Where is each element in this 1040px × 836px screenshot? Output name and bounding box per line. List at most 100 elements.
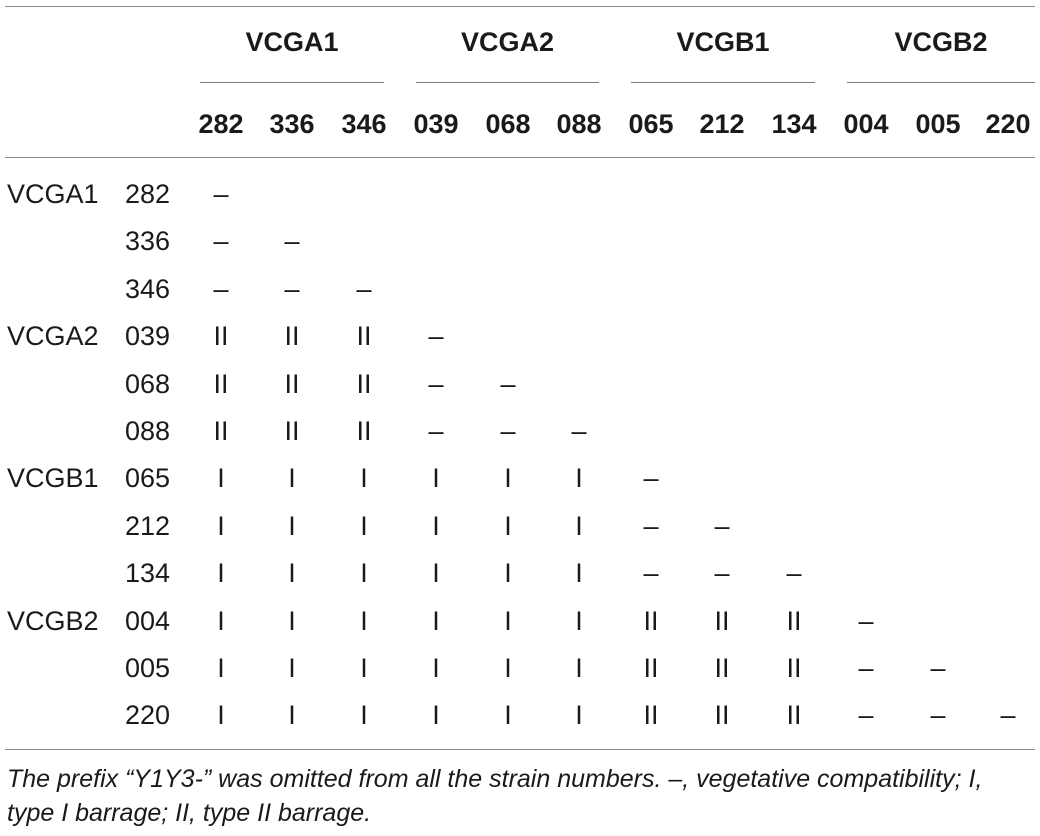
- table-cell: I: [288, 700, 296, 731]
- row-group-label: VCGB1: [7, 463, 99, 494]
- table-cell: I: [288, 510, 296, 541]
- table-cell: I: [575, 463, 583, 494]
- row-strain-label: 005: [125, 653, 171, 683]
- table-cell: I: [288, 558, 296, 589]
- table-cell: I: [575, 558, 583, 589]
- row-strain-label: 068: [125, 368, 171, 399]
- row-strain-label: 346: [125, 273, 171, 304]
- table-cell: I: [432, 605, 440, 636]
- table-cell: –: [284, 226, 300, 257]
- table-cell: I: [360, 510, 368, 541]
- table-cell: I: [360, 700, 368, 731]
- table-cell: I: [504, 510, 512, 541]
- table-cell: II: [786, 700, 802, 731]
- table-cell: –: [1000, 700, 1016, 731]
- table-cell: I: [504, 653, 512, 683]
- table-cell: I: [504, 463, 512, 494]
- table-cell: –: [213, 226, 229, 257]
- row-group-label: VCGB2: [7, 605, 99, 636]
- table-cell: –: [714, 558, 730, 589]
- column-header: 346: [341, 109, 387, 139]
- table-cell: –: [428, 416, 444, 446]
- table-cell: –: [930, 700, 946, 731]
- row-strain-label: 065: [125, 463, 171, 494]
- table-cell: –: [643, 510, 659, 541]
- table-cell: I: [504, 558, 512, 589]
- column-header: 005: [915, 109, 961, 139]
- table-cell: –: [786, 558, 802, 589]
- table-cell: I: [217, 605, 225, 636]
- table-cell: I: [288, 463, 296, 494]
- table-cell: I: [432, 463, 440, 494]
- bottom-rule: [5, 749, 1035, 750]
- table-cell: II: [786, 605, 802, 636]
- header-rule: [5, 157, 1035, 158]
- table-cell: I: [217, 700, 225, 731]
- table-cell: II: [213, 416, 229, 446]
- table-cell: –: [858, 605, 874, 636]
- table-cell: II: [643, 700, 659, 731]
- table-cell: –: [284, 273, 300, 304]
- table-cell: –: [643, 558, 659, 589]
- column-header: 220: [985, 109, 1031, 139]
- table-cell: II: [284, 368, 300, 399]
- group-underline: [847, 82, 1035, 83]
- table-cell: I: [360, 463, 368, 494]
- row-strain-label: 039: [125, 321, 171, 352]
- table-cell: II: [714, 605, 730, 636]
- group-header: VCGB1: [676, 27, 770, 57]
- table-cell: I: [288, 605, 296, 636]
- table-cell: II: [356, 368, 372, 399]
- table-cell: I: [575, 605, 583, 636]
- table-cell: –: [213, 179, 229, 209]
- top-rule: [5, 6, 1035, 7]
- table-cell: I: [432, 653, 440, 683]
- table-cell: –: [930, 653, 946, 683]
- table-cell: II: [714, 653, 730, 683]
- row-strain-label: 336: [125, 226, 171, 257]
- table-cell: I: [432, 558, 440, 589]
- table-cell: II: [356, 416, 372, 446]
- table-cell: –: [858, 653, 874, 683]
- column-header: 282: [198, 109, 244, 139]
- table-cell: II: [284, 416, 300, 446]
- table-cell: II: [356, 321, 372, 352]
- table-cell: I: [575, 700, 583, 731]
- column-header: 088: [556, 109, 602, 139]
- table-cell: I: [288, 653, 296, 683]
- group-underline: [200, 82, 384, 83]
- table-cell: I: [432, 700, 440, 731]
- column-header: 039: [413, 109, 459, 139]
- row-strain-label: 004: [125, 605, 171, 636]
- column-header: 134: [771, 109, 817, 139]
- column-header: 065: [628, 109, 674, 139]
- column-header: 336: [269, 109, 315, 139]
- table-cell: I: [360, 558, 368, 589]
- table-cell: I: [575, 510, 583, 541]
- column-header: 004: [843, 109, 889, 139]
- table-cell: I: [217, 653, 225, 683]
- row-strain-label: 212: [125, 510, 171, 541]
- table-cell: I: [504, 605, 512, 636]
- row-strain-label: 220: [125, 700, 171, 731]
- group-header: VCGA2: [460, 27, 555, 57]
- table-cell: I: [360, 605, 368, 636]
- table-footnote: The prefix “Y1Y3-” was omitted from all …: [7, 765, 983, 827]
- group-header: VCGB2: [894, 27, 988, 57]
- table-cell: –: [571, 416, 587, 446]
- table-cell: I: [575, 653, 583, 683]
- group-header: VCGA1: [245, 27, 339, 57]
- table-cell: I: [504, 700, 512, 731]
- row-strain-label: 088: [125, 416, 171, 446]
- table-cell: II: [643, 605, 659, 636]
- table-cell: I: [217, 558, 225, 589]
- table-cell: I: [217, 463, 225, 494]
- table-cell: –: [428, 368, 444, 399]
- table-cell: II: [643, 653, 659, 683]
- table-cell: II: [213, 321, 229, 352]
- table-cell: –: [500, 368, 516, 399]
- row-group-label: VCGA2: [7, 321, 99, 352]
- table-cell: I: [217, 510, 225, 541]
- table-cell: II: [786, 653, 802, 683]
- table-cell: –: [356, 273, 372, 304]
